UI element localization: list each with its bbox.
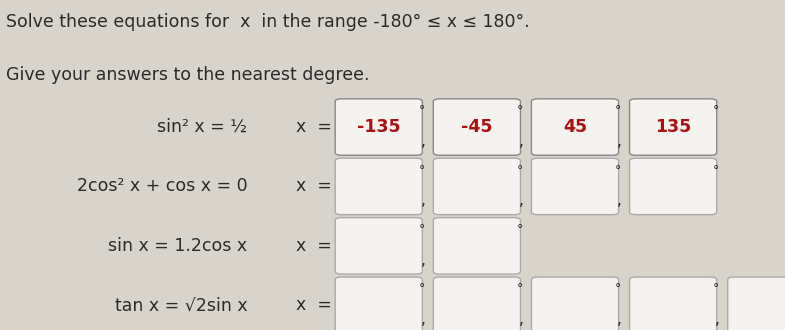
Text: sin² x = ½: sin² x = ½ — [157, 118, 247, 136]
Text: ,: , — [421, 134, 425, 149]
FancyBboxPatch shape — [335, 158, 422, 215]
Text: °: ° — [713, 282, 719, 295]
Text: °: ° — [713, 164, 719, 177]
Text: ,: , — [421, 193, 425, 208]
FancyBboxPatch shape — [433, 277, 520, 330]
Text: Give your answers to the nearest degree.: Give your answers to the nearest degree. — [6, 66, 370, 84]
FancyBboxPatch shape — [531, 277, 619, 330]
Text: °: ° — [517, 104, 523, 117]
Text: °: ° — [418, 104, 425, 117]
Text: ,: , — [519, 193, 524, 208]
Text: °: ° — [517, 164, 523, 177]
Text: -45: -45 — [461, 118, 493, 136]
FancyBboxPatch shape — [531, 158, 619, 215]
Text: sin x = 1.2cos x: sin x = 1.2cos x — [108, 237, 247, 255]
FancyBboxPatch shape — [335, 99, 422, 155]
Text: °: ° — [418, 164, 425, 177]
Text: Solve these equations for  x  in the range -180° ≤ x ≤ 180°.: Solve these equations for x in the range… — [6, 13, 530, 31]
Text: ,: , — [519, 312, 524, 327]
FancyBboxPatch shape — [433, 99, 520, 155]
Text: °: ° — [517, 223, 523, 236]
Text: tan x = √2sin x: tan x = √2sin x — [115, 296, 247, 314]
Text: °: ° — [418, 282, 425, 295]
Text: ,: , — [421, 312, 425, 327]
Text: 2cos² x + cos x = 0: 2cos² x + cos x = 0 — [77, 178, 247, 195]
Text: ,: , — [715, 312, 720, 327]
Text: ,: , — [421, 253, 425, 268]
Text: °: ° — [517, 282, 523, 295]
FancyBboxPatch shape — [728, 277, 785, 330]
Text: ,: , — [617, 312, 622, 327]
FancyBboxPatch shape — [630, 99, 717, 155]
Text: -135: -135 — [357, 118, 400, 136]
FancyBboxPatch shape — [335, 277, 422, 330]
FancyBboxPatch shape — [335, 218, 422, 274]
Text: °: ° — [615, 282, 621, 295]
Text: x  =: x = — [296, 118, 332, 136]
Text: 45: 45 — [563, 118, 587, 136]
Text: ,: , — [617, 134, 622, 149]
Text: °: ° — [615, 164, 621, 177]
FancyBboxPatch shape — [531, 99, 619, 155]
FancyBboxPatch shape — [630, 158, 717, 215]
FancyBboxPatch shape — [433, 158, 520, 215]
FancyBboxPatch shape — [630, 277, 717, 330]
Text: x  =: x = — [296, 296, 332, 314]
Text: °: ° — [713, 104, 719, 117]
FancyBboxPatch shape — [433, 218, 520, 274]
Text: °: ° — [615, 104, 621, 117]
Text: ,: , — [617, 193, 622, 208]
Text: °: ° — [418, 223, 425, 236]
Text: 135: 135 — [655, 118, 692, 136]
Text: x  =: x = — [296, 178, 332, 195]
Text: ,: , — [519, 134, 524, 149]
Text: x  =: x = — [296, 237, 332, 255]
